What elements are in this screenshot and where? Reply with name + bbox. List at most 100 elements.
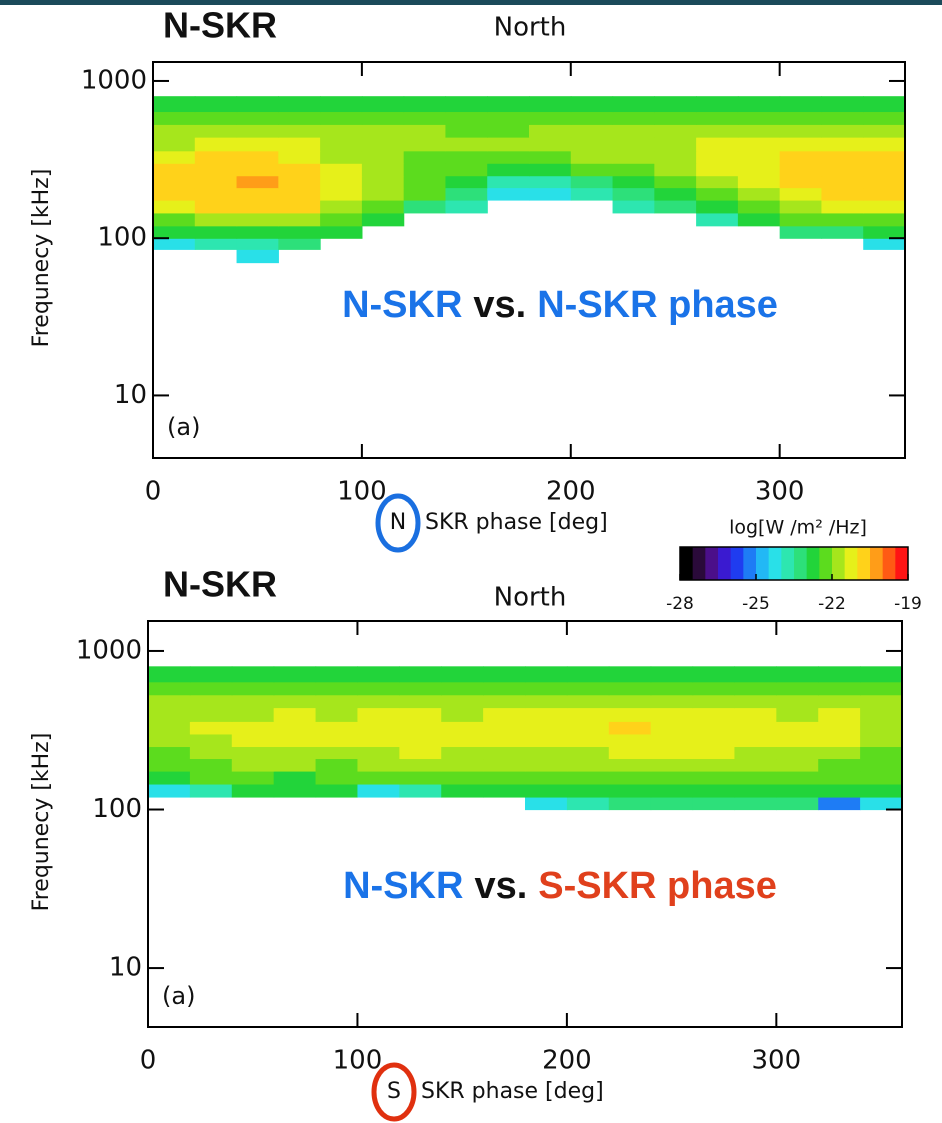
heatmap-cell [231,758,275,772]
heatmap-cell [821,225,864,239]
heatmap-cell [821,212,864,227]
colorbar-swatch [870,547,884,580]
heatmap-cell [608,783,652,798]
heatmap-cell [315,666,359,683]
heatmap-cell [194,137,238,152]
heatmap-cell [650,694,694,709]
heatmap-cell [654,175,697,189]
heatmap-cell [860,733,903,748]
heatmap-cell [273,681,317,696]
heatmap-cell [148,758,191,772]
heatmap-cell [821,137,864,152]
heatmap-cell [189,746,233,760]
heatmap-cell [236,124,279,138]
heatmap-cell [441,783,484,798]
heatmap-cell [818,758,861,772]
heatmap-cell [399,694,442,709]
heatmap-cell [692,694,736,709]
heatmap-cell [525,746,568,760]
heatmap-cell [776,796,819,811]
heatmap-cell [483,733,526,748]
heatmap-cell [779,199,823,214]
heatmap-cell [189,694,233,709]
annotation-part: N-SKR phase [537,284,778,326]
heatmap-cell [403,175,447,189]
heatmap-cell [315,694,359,709]
colorbar-swatch [794,547,808,580]
heatmap-cell [860,783,903,798]
heatmap-cell [194,199,238,214]
heatmap-cell [153,111,196,125]
heatmap-cell [612,137,655,152]
heatmap-cell [734,721,777,735]
y-tick-label: 1000 [81,65,147,95]
heatmap-cell [860,694,903,709]
heatmap-cell [487,150,530,164]
heatmap-cell [320,163,363,177]
heatmap-cell [278,238,321,250]
heatmap-cell [696,111,739,125]
heatmap-cell [570,111,614,125]
heatmap-cell [189,770,233,785]
heatmap-cell [441,733,484,748]
heatmap-cell [863,212,906,227]
heatmap-cell [320,137,363,152]
heatmap-cell [361,187,405,201]
heatmap-cell [650,746,694,760]
heatmap-cell [357,707,400,722]
heatmap-cell [650,733,694,748]
heatmap-cell [608,666,652,683]
heatmap-cell [696,163,739,177]
heatmap-cell [194,212,238,227]
heatmap-cell [487,111,530,125]
heatmap-cell [863,124,906,138]
heatmap-cell [737,150,781,164]
heatmap-cell [148,681,191,696]
heatmap-cell [361,96,405,113]
x-tick-label: 300 [755,477,805,507]
heatmap-cell [737,163,781,177]
heatmap-cell [860,707,903,722]
heatmap-cell [525,721,568,735]
heatmap-cell [570,175,614,189]
heatmap-cell [692,770,736,785]
heatmap-cell [734,746,777,760]
heatmap-cell [821,175,864,189]
heatmap-cell [231,770,275,785]
heatmap-cell [148,694,191,709]
heatmap-cell [570,96,614,113]
heatmap-cell [361,175,405,189]
heatmap-cell [650,681,694,696]
heatmap-cell [650,783,694,798]
heatmap-cell [315,733,359,748]
heatmap-cell [194,225,238,239]
heatmap-cell [231,721,275,735]
heatmap-cell [278,96,321,113]
heatmap-cell [315,783,359,798]
heatmap-cell [863,187,906,201]
heatmap-cell [487,187,530,201]
heatmap-cell [403,137,447,152]
x-tick-label: 300 [752,1046,802,1076]
heatmap-cell [403,150,447,164]
heatmap-cell [483,758,526,772]
heatmap-cell [566,758,610,772]
heatmap-cell [863,238,906,250]
heatmap-cell [692,733,736,748]
heatmap-cell [779,124,823,138]
heatmap-cell [441,707,484,722]
heatmap-cell [821,163,864,177]
heatmap-cell [696,212,739,227]
x-tick-label: 100 [337,477,387,507]
heatmap-cell [441,746,484,760]
heatmap-cell [696,96,739,113]
x-label-marker-circle [375,493,421,553]
heatmap-cell [863,150,906,164]
heatmap-cell [320,212,363,227]
heatmap-cell [194,111,238,125]
heatmap-cell [818,666,861,683]
heatmap-cell [525,707,568,722]
heatmap-cell [525,666,568,683]
heatmap-cell [566,783,610,798]
heatmap-cell [779,163,823,177]
